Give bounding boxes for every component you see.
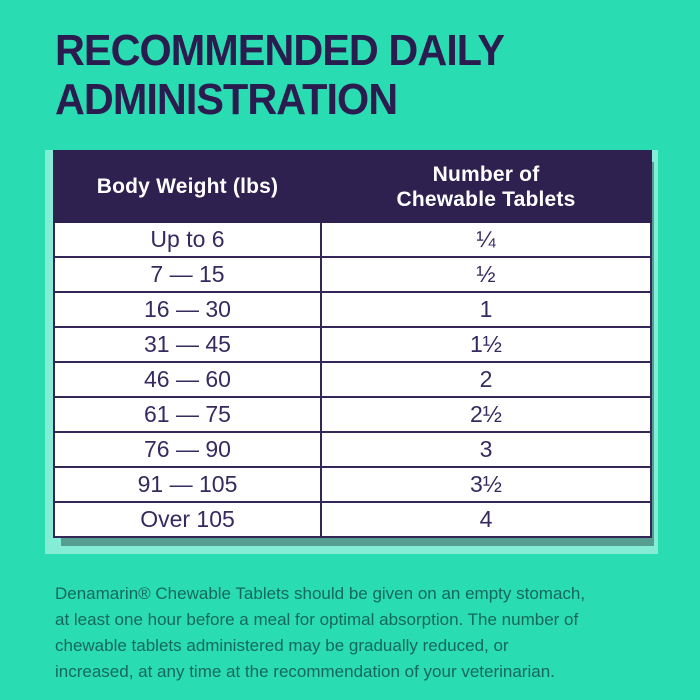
tablets-cell: ¼ <box>320 221 652 258</box>
title-line-2: ADMINISTRATION <box>55 75 398 124</box>
table-row: 7 — 15 ½ <box>53 256 652 293</box>
header-body-weight: Body Weight (lbs) <box>53 150 322 223</box>
footnote: Denamarin® Chewable Tablets should be gi… <box>55 581 665 685</box>
dosage-table: Body Weight (lbs) Number of Chewable Tab… <box>53 150 652 538</box>
tablets-cell: 4 <box>320 501 652 538</box>
tablets-cell: 2½ <box>320 396 652 433</box>
weight-cell: 61 — 75 <box>53 396 322 433</box>
footnote-line-1: Denamarin® Chewable Tablets should be gi… <box>55 584 586 603</box>
table-row: Over 105 4 <box>53 501 652 538</box>
weight-cell: 46 — 60 <box>53 361 322 398</box>
header-number-of-tablets: Number of Chewable Tablets <box>320 150 652 223</box>
table-row: 31 — 45 1½ <box>53 326 652 363</box>
tablets-cell: ½ <box>320 256 652 293</box>
table-row: 46 — 60 2 <box>53 361 652 398</box>
footnote-line-3: chewable tablets administered may be gra… <box>55 636 509 655</box>
dosage-table-grid: Body Weight (lbs) Number of Chewable Tab… <box>53 150 652 538</box>
weight-cell: 16 — 30 <box>53 291 322 328</box>
weight-cell: 7 — 15 <box>53 256 322 293</box>
footnote-line-2: at least one hour before a meal for opti… <box>55 610 579 629</box>
table-row: 61 — 75 2½ <box>53 396 652 433</box>
header-body-weight-label: Body Weight (lbs) <box>96 175 279 198</box>
weight-cell: Over 105 <box>53 501 322 538</box>
weight-cell: 76 — 90 <box>53 431 322 468</box>
table-header-row: Body Weight (lbs) Number of Chewable Tab… <box>53 150 652 223</box>
weight-cell: 91 — 105 <box>53 466 322 503</box>
tablets-cell: 3½ <box>320 466 652 503</box>
tablets-cell: 1 <box>320 291 652 328</box>
header-tablets-line-2: Chewable Tablets <box>396 187 576 211</box>
footnote-line-4: increased, at any time at the recommenda… <box>55 662 555 681</box>
table-row: 91 — 105 3½ <box>53 466 652 503</box>
tablets-cell: 3 <box>320 431 652 468</box>
weight-cell: Up to 6 <box>53 221 322 258</box>
header-tablets-line-1: Number of <box>432 162 540 186</box>
table-row: 16 — 30 1 <box>53 291 652 328</box>
tablets-cell: 1½ <box>320 326 652 363</box>
title-line-1: RECOMMENDED DAILY <box>55 26 505 75</box>
table-row: 76 — 90 3 <box>53 431 652 468</box>
weight-cell: 31 — 45 <box>53 326 322 363</box>
table-header: Body Weight (lbs) Number of Chewable Tab… <box>53 150 652 223</box>
page-title: RECOMMENDED DAILY ADMINISTRATION <box>55 26 505 124</box>
tablets-cell: 2 <box>320 361 652 398</box>
